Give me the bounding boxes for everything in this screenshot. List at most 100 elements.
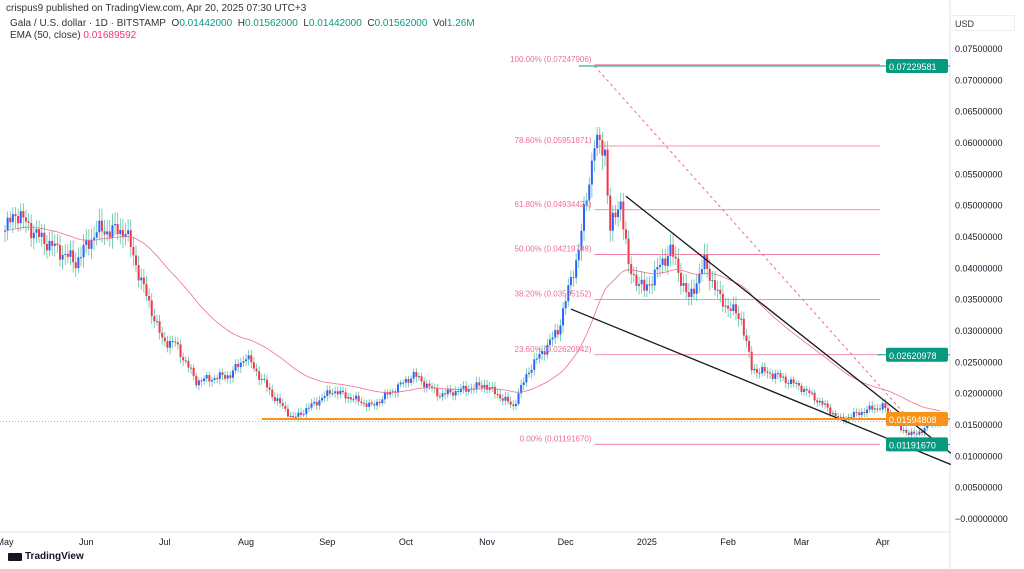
candle-body [769,372,772,374]
price-label-text: 0.07229581 [889,62,937,72]
candle-body [373,403,376,406]
candle-body [512,404,515,407]
candle-body [64,253,67,255]
candle-body [682,283,685,286]
y-tick-label: 0.03500000 [955,295,1003,305]
fib-level-label: 0.00% (0.01191670) [520,434,592,443]
candle-body [800,385,803,392]
candle-body [818,400,821,403]
candle-body [850,417,853,419]
candle-body [27,221,30,224]
candle-body [226,375,229,379]
candle-body [619,201,622,210]
price-label-badge [886,58,948,73]
candle-body [449,389,452,393]
fib-diagonal [594,65,910,420]
candle-body [716,289,719,291]
candle-body [237,363,240,368]
candle-body [480,385,483,388]
candle-body [415,371,418,377]
candle-body [231,370,234,378]
candle-body [734,304,737,314]
candle-body [905,429,908,433]
candle-body [391,391,394,393]
candle-body [776,373,779,375]
ema-value: 0.01689592 [83,30,137,41]
candle-body [703,254,706,270]
candle-body [404,378,407,383]
y-tick-label: 0.01000000 [955,451,1003,461]
candle-body [583,204,586,231]
candle-body [687,292,690,297]
candle-body [179,344,182,358]
candle-body [294,416,297,418]
fib-level-label: 78.60% (0.05951871) [515,136,592,145]
candle-body [858,412,861,416]
candle-body [150,300,153,317]
candle-body [863,411,866,414]
candle-body [263,378,266,380]
candle-body [182,357,185,361]
y-tick-label: 0.00500000 [955,483,1003,493]
candle-body [103,231,106,235]
x-tick-label: May [0,537,14,547]
candle-body [690,288,693,297]
volume-label: Vol [432,18,447,29]
x-tick-label: Sep [319,537,335,547]
candle-body [674,256,677,259]
candle-body [810,392,813,394]
candle-body [184,360,187,362]
candle-body [100,220,103,232]
candle-body [886,408,889,414]
candle-body [281,403,284,406]
candle-body [795,382,798,384]
logo-icon [8,552,22,561]
symbol-name: Gala / U.S. dollar · 1D · BITSTAMP [10,18,166,29]
candle-body [459,388,462,392]
candle-body [784,376,787,384]
candle-body [755,368,758,373]
candle-body [260,378,263,380]
candle-body [737,313,740,319]
candle-body [635,274,638,286]
candle-body [504,396,507,401]
candle-body [661,258,664,265]
candle-body [666,256,669,266]
candle-body [852,411,855,418]
candle-body [871,405,874,410]
candle-body [648,284,651,286]
ema-line [4,226,941,412]
candle-body [195,375,198,386]
candle-body [577,250,580,261]
price-label-badge [886,437,948,452]
candle-body [79,257,82,259]
candle-body [645,284,648,291]
x-tick-label: Nov [479,537,496,547]
candle-body [659,264,661,267]
candle-body [35,229,38,233]
candle-body [352,399,355,401]
price-label-text: 0.01191670 [889,440,936,450]
candle-body [116,223,119,235]
candle-body [284,405,287,409]
candle-body [719,289,722,294]
candle-body [590,160,593,185]
x-tick-label: Aug [238,537,254,547]
candle-body [24,217,27,222]
candle-body [617,209,620,218]
y-tick-label: −0.00000000 [955,514,1008,524]
candle-body [397,384,399,393]
x-tick-label: Feb [720,537,736,547]
candle-body [48,240,51,251]
candle-body [205,375,208,379]
candle-body [114,223,117,226]
candle-body [792,379,795,384]
candle-body [580,230,583,251]
candle-body [562,308,565,326]
candle-body [420,376,423,382]
candle-body [357,395,360,402]
currency-label[interactable]: USD [950,15,1015,31]
volume-value: 1.26M [446,18,475,29]
candle-body [245,359,248,362]
